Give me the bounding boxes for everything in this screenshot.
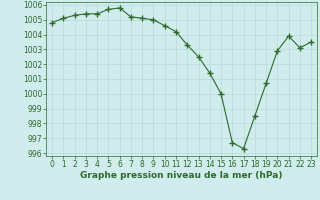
X-axis label: Graphe pression niveau de la mer (hPa): Graphe pression niveau de la mer (hPa) [80, 171, 283, 180]
